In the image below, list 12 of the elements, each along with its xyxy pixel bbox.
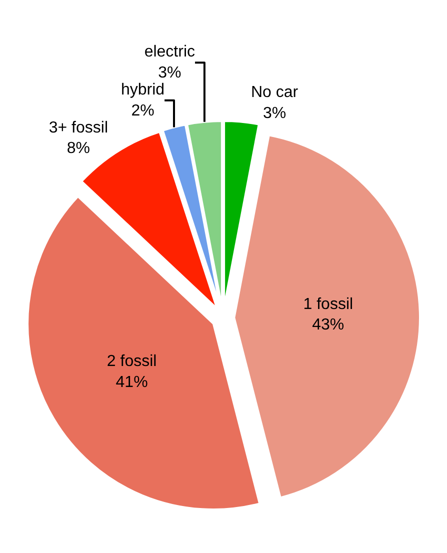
slice-label: electric (144, 44, 196, 61)
data-label: 3% (158, 64, 182, 82)
slice-label: 2 fossil (106, 353, 157, 370)
data-label: 2% (131, 102, 154, 120)
slice-label: hybrid (120, 81, 165, 98)
data-label: 41% (116, 374, 148, 391)
data-label: 8% (66, 140, 90, 158)
slice-label: 3+ fossil (48, 119, 108, 136)
data-label: 3% (262, 105, 286, 122)
data-label: 43% (312, 316, 344, 334)
slice-label: 1 fossil (303, 296, 354, 313)
slice-label: No car (250, 84, 299, 102)
